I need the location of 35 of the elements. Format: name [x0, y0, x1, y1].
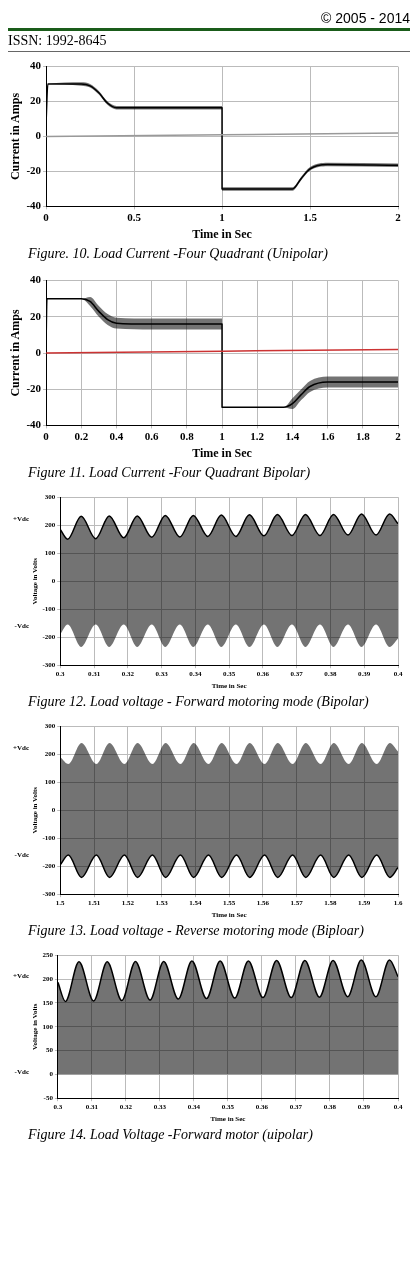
text: Figure. 10. Load Current -Four Quadrant (Unipolar)	[27, 245, 329, 263]
y-tick-label: 20	[30, 94, 42, 107]
caption: Figure 11. Load Current -Four Quadrant Bipolar)	[27, 464, 312, 482]
x-axis-title: Time in Sec	[192, 445, 253, 460]
x-tick-label: 0.8	[179, 429, 195, 442]
y-tick-label: 20	[30, 309, 42, 322]
x-tick-label: 1.2	[250, 429, 265, 442]
text: ISSN: 1992-8645	[8, 31, 410, 52]
x-tick-label: 1	[219, 429, 225, 442]
text: © 2005 - 2014	[8, 8, 410, 31]
caption: Figure 14. Load Voltage -Forward motor (uipolar)	[27, 1126, 314, 1144]
x-tick-label: 1.8	[355, 429, 371, 442]
x-tick-label: 1.4	[285, 429, 300, 442]
x-tick-label: 0.5	[127, 210, 142, 223]
y-tick-label: -20	[26, 164, 42, 177]
caption: Figure 13. Load voltage - Reverse motoring mode (Biploar)	[27, 922, 365, 940]
y-tick-label: 0	[35, 129, 42, 142]
x-tick-label: 0.6	[144, 429, 160, 442]
x-axis-title: Time in Sec	[192, 226, 253, 241]
x-tick-label: 1.6	[320, 429, 335, 442]
y-tick-label: 0	[35, 345, 42, 358]
x-tick-label: 0.4	[109, 429, 124, 442]
y-axis-title: Current in Amps	[8, 309, 23, 397]
x-tick-label: 1.5	[303, 210, 318, 223]
x-tick-label: 2	[395, 210, 402, 223]
x-tick-label: 2	[395, 429, 402, 442]
y-tick-label: 40	[30, 273, 42, 286]
y-axis-title: Current in Amps	[8, 92, 23, 181]
y-tick-label: 40	[30, 59, 42, 72]
x-tick-label: 0.2	[74, 429, 89, 442]
y-tick-label: -40	[26, 418, 42, 431]
y-tick-label: -40	[26, 199, 42, 212]
caption: Figure 12. Load voltage - Forward motoring mode (Bipolar)	[27, 693, 370, 711]
y-tick-label: -20	[26, 382, 42, 395]
x-tick-label: 1	[219, 210, 225, 223]
